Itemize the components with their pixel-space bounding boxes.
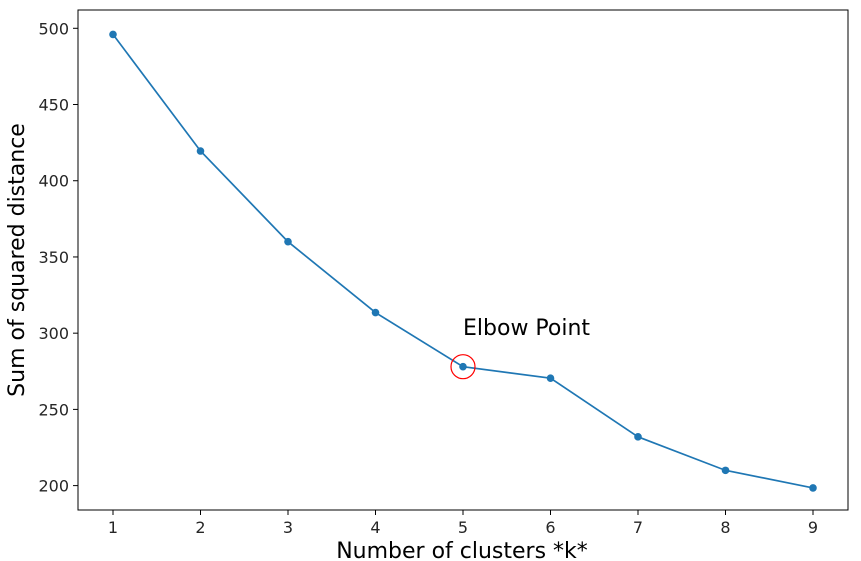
y-tick-label: 350 <box>38 248 69 267</box>
x-axis-ticks: 1 2 3 4 5 6 7 8 9 <box>108 510 818 537</box>
x-tick-label: 7 <box>633 518 643 537</box>
data-point <box>809 484 817 492</box>
series-line <box>112 33 814 489</box>
y-tick-label: 400 <box>38 172 69 191</box>
x-tick-label: 9 <box>808 518 818 537</box>
data-point <box>546 374 555 382</box>
x-tick-label: 6 <box>545 518 555 537</box>
y-tick-label: 450 <box>38 96 69 115</box>
data-points <box>109 30 817 492</box>
data-point <box>459 362 467 371</box>
data-point <box>196 147 205 155</box>
y-axis-ticks: 200 250 300 350 400 450 500 <box>38 19 78 496</box>
plot-frame <box>77 9 849 511</box>
elbow-annotation: Elbow Point <box>463 316 590 341</box>
x-tick-label: 8 <box>720 518 730 537</box>
data-point <box>284 237 292 246</box>
x-tick-label: 5 <box>458 518 468 537</box>
y-tick-label: 200 <box>38 477 69 496</box>
data-point <box>109 30 117 39</box>
y-tick-label: 500 <box>38 19 69 38</box>
x-tick-label: 2 <box>195 518 205 537</box>
x-tick-label: 1 <box>108 518 118 537</box>
y-tick-label: 250 <box>38 400 69 419</box>
data-point <box>634 433 642 441</box>
y-axis-label: Sum of squared distance <box>5 123 30 397</box>
x-tick-label: 4 <box>370 518 380 537</box>
elbow-highlight-circle <box>450 354 476 380</box>
y-tick-label: 300 <box>38 324 69 343</box>
data-point <box>721 466 730 475</box>
x-axis-label: Number of clusters *k* <box>336 539 588 561</box>
x-tick-label: 3 <box>283 518 293 537</box>
data-point <box>371 308 380 317</box>
